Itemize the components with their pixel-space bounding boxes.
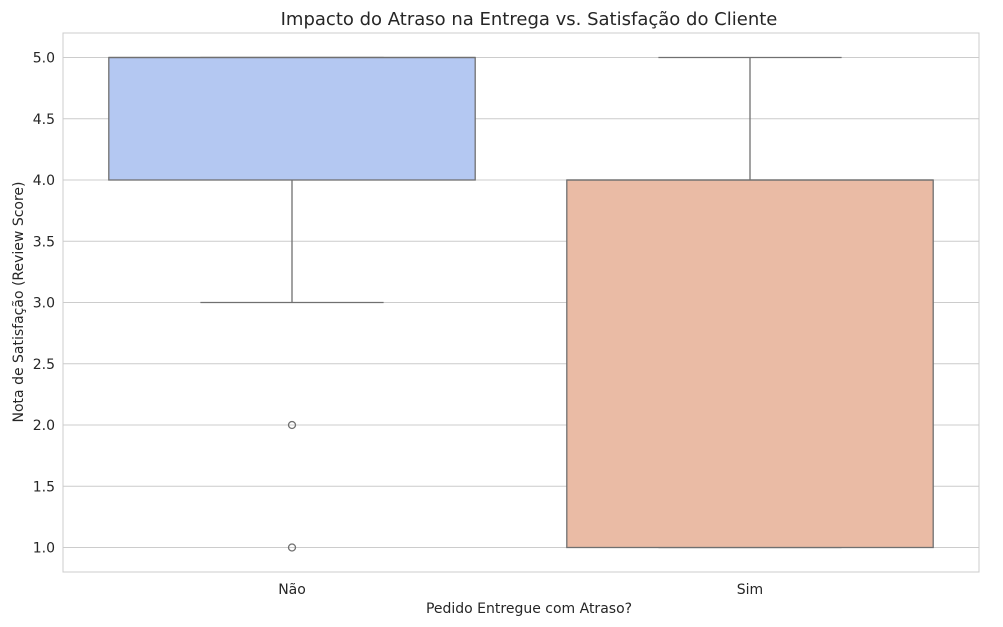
- y-tick-label: 3.5: [33, 234, 55, 250]
- y-tick-label: 5.0: [33, 51, 55, 67]
- box-sim: [566, 179, 934, 549]
- y-axis-ticks: 1.0 1.5 2.0 2.5 3.0 3.5 4.0 4.5 5.0: [33, 51, 55, 557]
- outlier-point: [287, 420, 297, 430]
- y-tick-label: 3.0: [33, 296, 55, 312]
- y-tick-label: 2.0: [33, 418, 55, 434]
- x-tick-label: Não: [278, 582, 306, 598]
- x-tick-label: Sim: [737, 582, 763, 598]
- x-axis-ticks: Não Sim: [278, 582, 763, 598]
- y-axis-label: Nota de Satisfação (Review Score): [11, 182, 27, 423]
- y-tick-label: 2.5: [33, 357, 55, 373]
- y-tick-label: 1.5: [33, 479, 55, 495]
- box-nao: [108, 56, 476, 181]
- x-axis-label: Pedido Entregue com Atraso?: [426, 601, 632, 617]
- chart-title: Impacto do Atraso na Entrega vs. Satisfa…: [281, 9, 778, 30]
- outlier-point: [287, 543, 297, 552]
- box-series: [108, 56, 934, 552]
- y-tick-label: 4.5: [33, 112, 55, 128]
- y-tick-label: 1.0: [33, 541, 55, 557]
- y-tick-label: 4.0: [33, 173, 55, 189]
- plot-frame: [62, 32, 980, 573]
